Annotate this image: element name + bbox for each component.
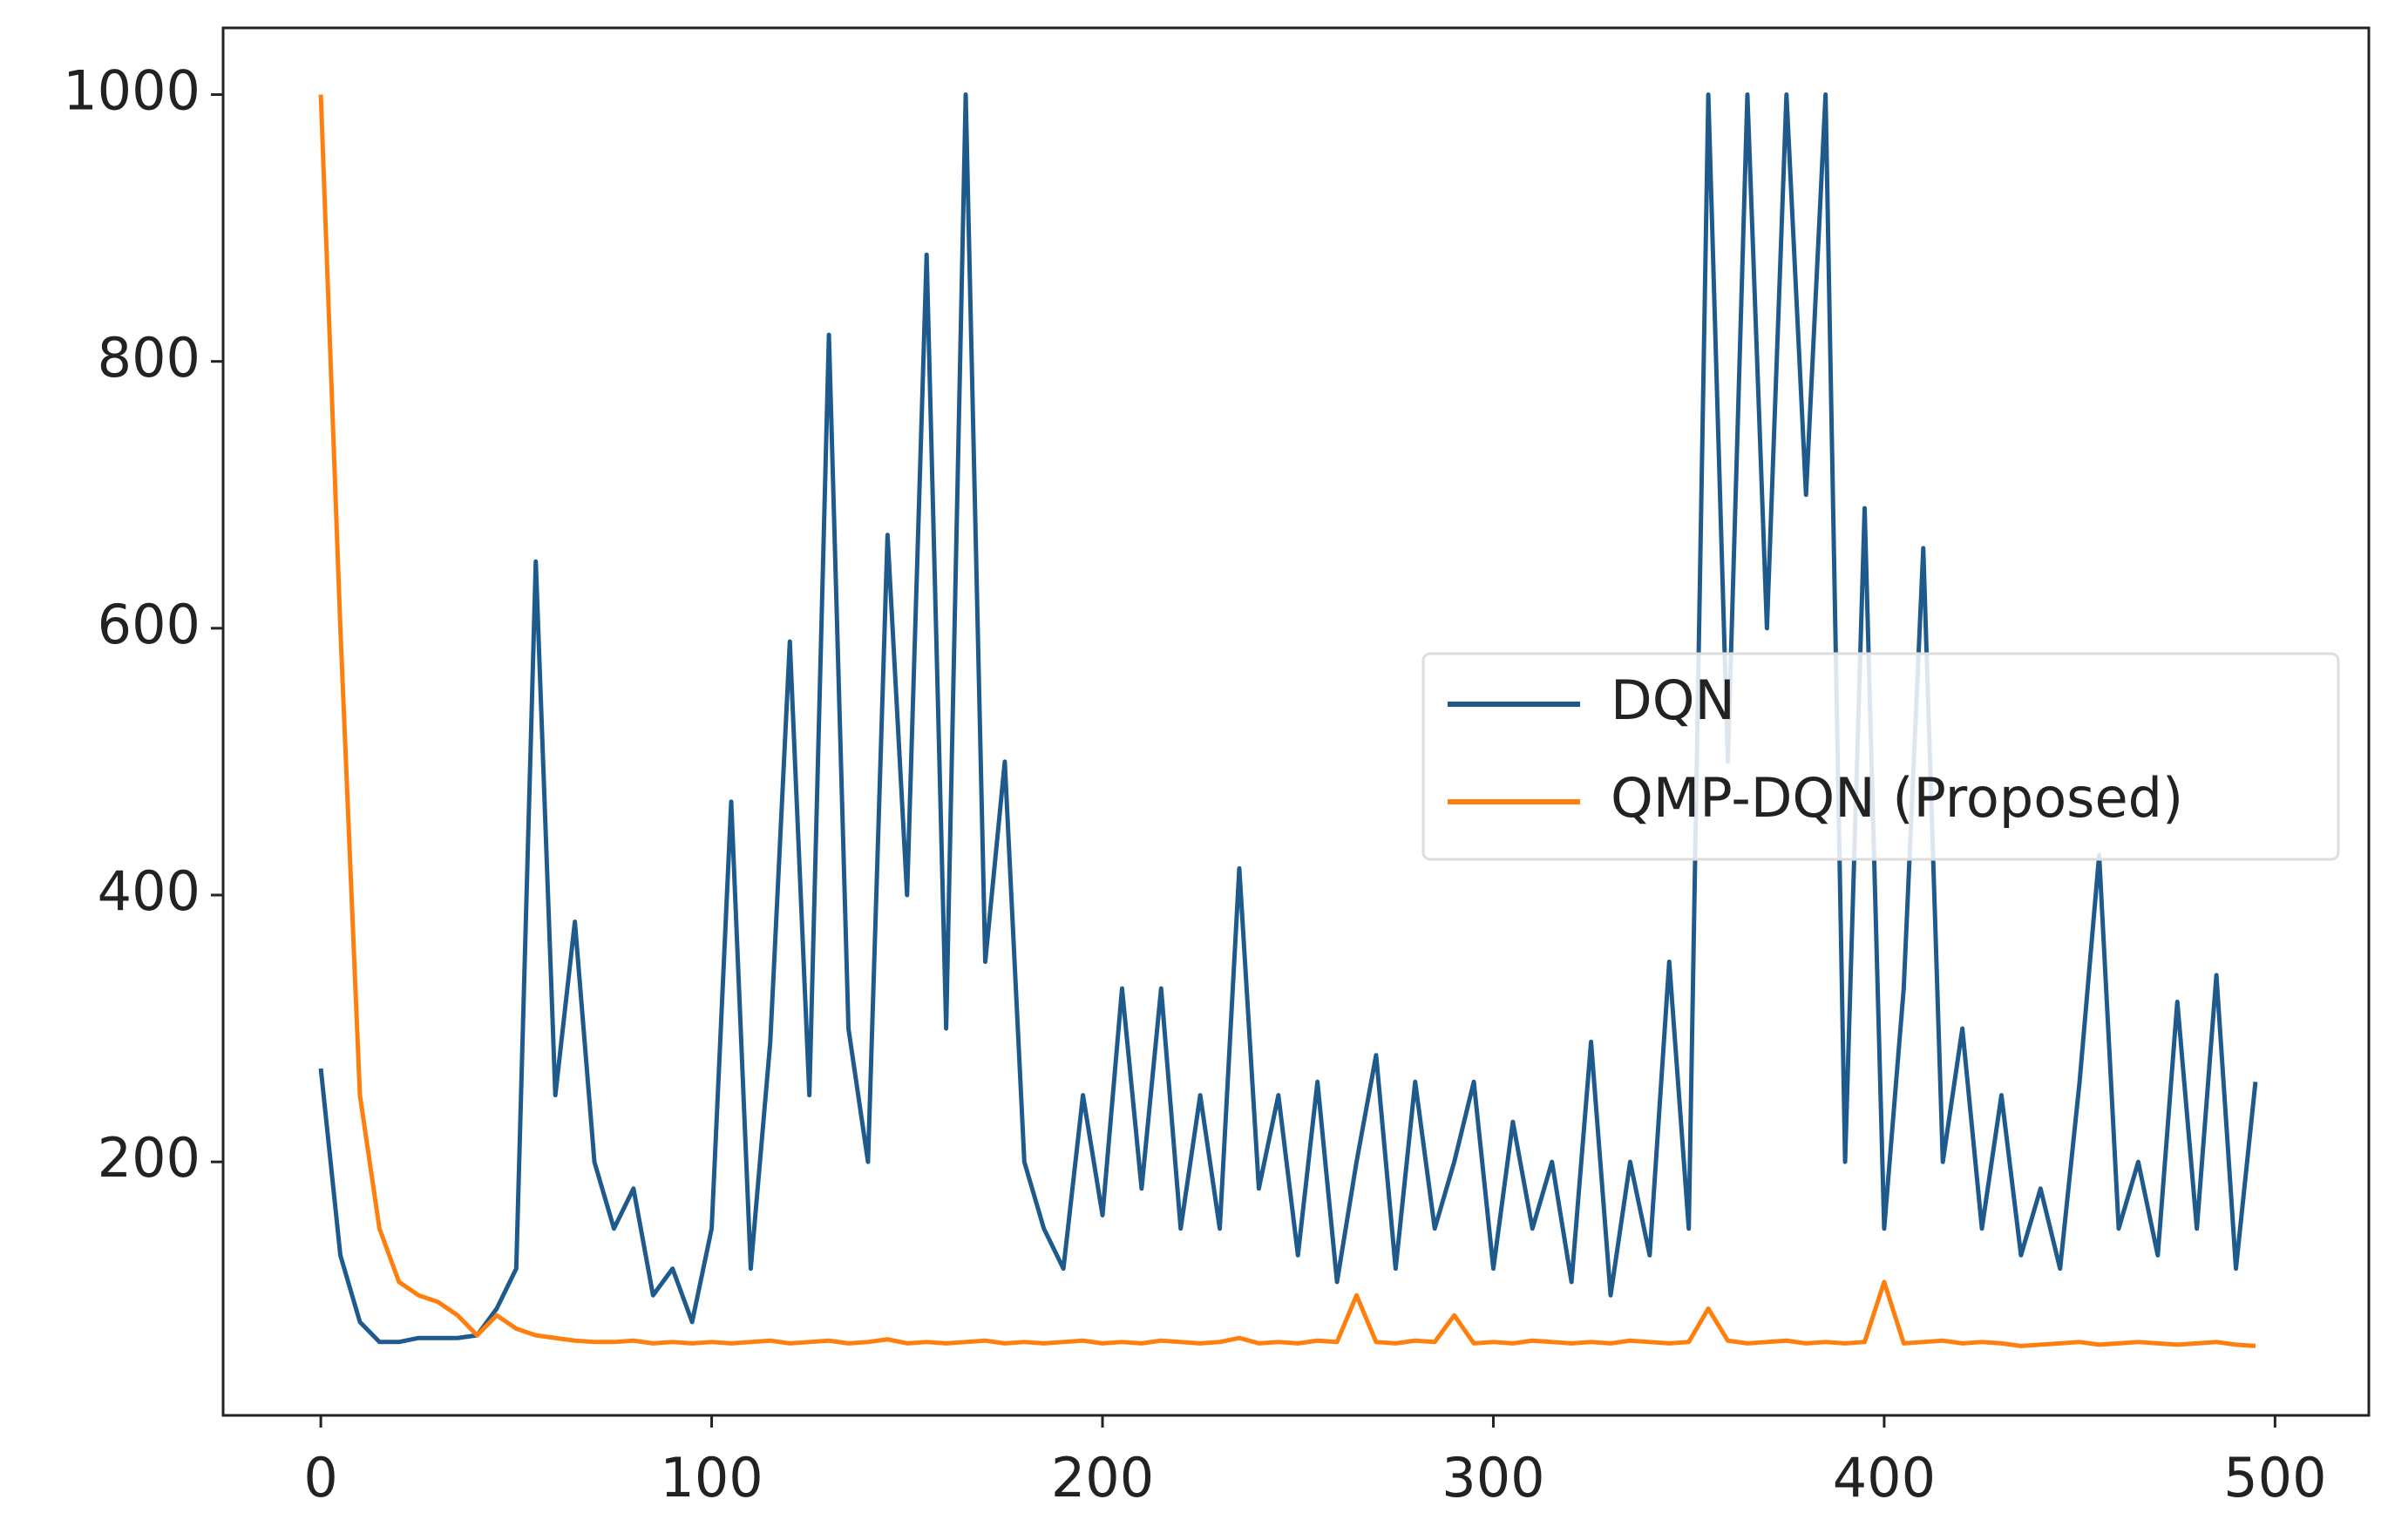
y-tick-label: 600 — [98, 593, 200, 656]
x-tick-label: 400 — [1833, 1446, 1936, 1509]
y-tick-label: 200 — [98, 1126, 200, 1190]
x-tick-label: 100 — [660, 1446, 763, 1509]
x-tick-label: 500 — [2223, 1446, 2326, 1509]
line-series — [318, 94, 2256, 1348]
legend-label: DQN — [1611, 668, 1735, 732]
plot-frame — [221, 26, 2371, 1417]
x-tick-label: 200 — [1051, 1446, 1154, 1509]
legend-label: QMP-DQN (Proposed) — [1611, 766, 2183, 830]
y-tick-label: 800 — [98, 326, 200, 390]
legend-box — [1421, 652, 2340, 861]
y-tick-label: 1000 — [63, 59, 200, 123]
y-tick-label: 400 — [98, 859, 200, 923]
x-tick-label: 0 — [303, 1446, 337, 1509]
x-tick-label: 300 — [1442, 1446, 1544, 1509]
